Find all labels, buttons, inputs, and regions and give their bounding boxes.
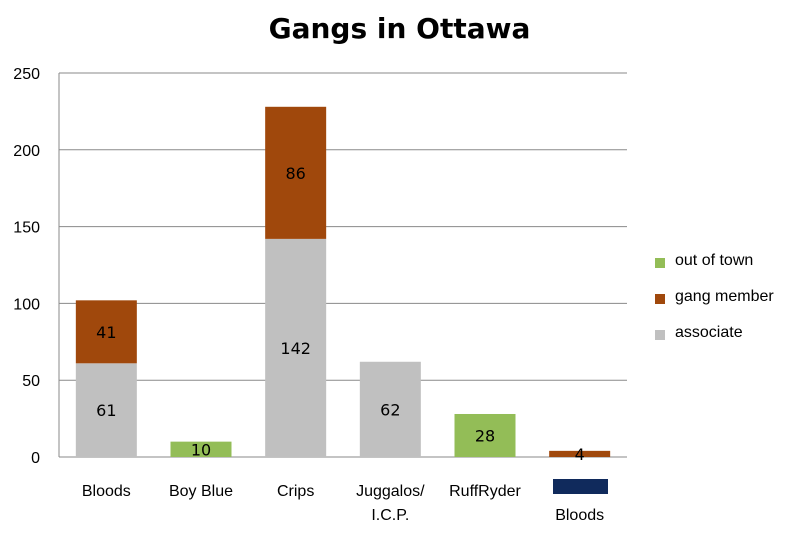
data-labels: 61 41 10 142 86 62 28 4 (96, 164, 585, 464)
x-tick-label: Boy Blue (169, 483, 233, 500)
legend-label: out of town (675, 252, 754, 269)
legend-swatch (655, 294, 665, 304)
x-tick-label: Juggalos/ (356, 483, 425, 500)
legend-label: associate (675, 324, 743, 341)
legend-label: gang member (675, 288, 774, 305)
y-tick-label: 250 (13, 66, 40, 83)
y-tick-label: 0 (31, 450, 40, 467)
y-tick-label: 150 (13, 220, 40, 237)
bar-segment (265, 238, 327, 457)
x-tick-label: Bloods (82, 483, 131, 500)
data-label: 10 (191, 440, 211, 459)
bar-segment (265, 106, 327, 239)
legend-swatch (655, 258, 665, 268)
bar-segment (359, 361, 421, 457)
bar-segment (75, 363, 137, 457)
data-label: 4 (575, 445, 585, 464)
bar-segment (75, 300, 137, 364)
x-tick-label: RuffRyder (449, 483, 521, 500)
bar-segment (454, 413, 516, 457)
data-label: 86 (285, 164, 305, 183)
y-tick-label: 200 (13, 143, 40, 160)
bars (75, 106, 611, 457)
axes: 0 50 100 150 200 250 Bloods Boy Blue Crips Juggal… (13, 66, 604, 524)
y-tick-label: 50 (22, 373, 40, 390)
bar-segment (549, 450, 611, 457)
bar-segment (170, 441, 232, 457)
data-label: 62 (380, 400, 400, 419)
gridlines (59, 72, 627, 458)
x-tick-label: Crips (277, 483, 314, 500)
x-tick-label: I.C.P. (371, 507, 409, 524)
redaction-box (553, 479, 608, 494)
x-tick-label: Bloods (555, 507, 604, 524)
data-label: 61 (96, 401, 116, 420)
chart-title: Gangs in Ottawa (268, 12, 531, 45)
legend-swatch (655, 330, 665, 340)
data-label: 41 (96, 323, 116, 342)
data-label: 142 (280, 339, 311, 358)
y-tick-label: 100 (13, 296, 40, 313)
data-label: 28 (475, 426, 495, 445)
